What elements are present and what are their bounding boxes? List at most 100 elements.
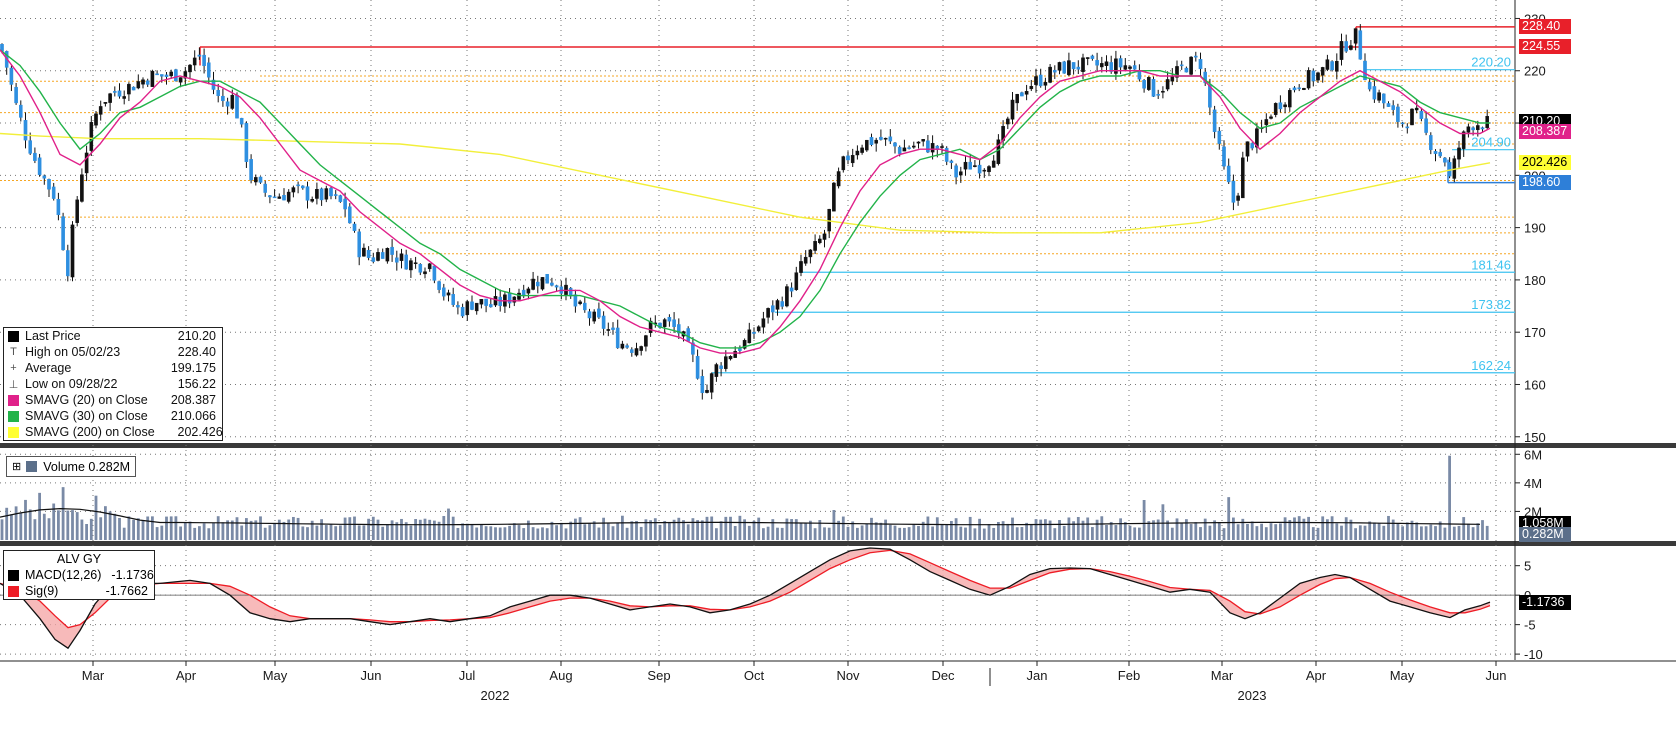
candle-body — [597, 308, 601, 318]
legend-value: 228.40 — [177, 345, 216, 359]
legend-label: Average — [25, 361, 72, 375]
candle-body — [836, 171, 841, 187]
candle-body — [827, 208, 831, 232]
candle-body — [785, 286, 789, 307]
macd-ticker-title: ALV GY — [56, 552, 102, 566]
candle-body — [484, 298, 488, 306]
volume-bar — [583, 524, 587, 540]
candle-body — [855, 150, 860, 156]
volume-average-line — [0, 507, 1481, 526]
x-month-label: Jun — [361, 668, 382, 683]
legend-row: Last Price 210.20 — [4, 328, 222, 344]
legend-symbol-icon: ⊥ — [8, 378, 19, 391]
x-month-label: Dec — [931, 668, 955, 683]
candle-body — [747, 329, 752, 344]
volume-bar — [343, 517, 347, 540]
candle-body — [512, 296, 517, 303]
volume-bar — [1152, 520, 1155, 540]
volume-bar — [38, 492, 41, 540]
volume-bar — [743, 519, 746, 540]
cyan-level-label: 173.82 — [1471, 297, 1511, 312]
volume-bar — [846, 526, 850, 540]
candle-body — [432, 265, 437, 281]
candle-body — [103, 102, 108, 104]
candle-body — [1367, 81, 1372, 90]
candle-body — [465, 301, 470, 316]
volume-bar — [907, 527, 911, 540]
volume-bar — [409, 525, 413, 540]
candle-body — [1283, 104, 1287, 108]
volume-bar — [273, 522, 276, 540]
legend-value: -1.1736 — [111, 568, 154, 582]
candle-body — [973, 165, 977, 167]
macd-legend-row: MACD(12,26) -1.1736 — [4, 567, 154, 583]
candle-body — [1438, 152, 1442, 157]
volume-bar — [277, 519, 281, 540]
candle-body — [1043, 82, 1048, 86]
volume-bar — [874, 522, 878, 540]
candle-body — [249, 159, 253, 181]
candle-body — [442, 287, 446, 297]
expand-icon[interactable]: ⊞ — [12, 461, 22, 473]
volume-bar — [503, 527, 507, 540]
volume-bar — [1213, 520, 1216, 540]
volume-bar — [555, 525, 558, 540]
volume-bar — [235, 517, 239, 540]
candle-body — [456, 304, 460, 308]
candle-body — [1349, 45, 1353, 50]
candle-body — [291, 187, 296, 193]
volume-bar — [24, 499, 27, 540]
legend-symbol-icon: + — [10, 362, 17, 374]
candle-body — [197, 54, 202, 57]
candle-body — [818, 238, 822, 244]
legend-value: -1.7662 — [105, 584, 148, 598]
candle-body — [108, 93, 112, 103]
volume-bar — [104, 506, 107, 540]
volume-bar — [61, 487, 65, 540]
volume-bar — [324, 525, 328, 540]
candle-body — [338, 195, 343, 202]
volume-bar — [733, 526, 737, 540]
volume-bar — [978, 518, 981, 540]
candle-body — [1447, 162, 1452, 177]
volume-bar — [470, 524, 474, 540]
candle-body — [460, 306, 465, 317]
volume-bar — [1232, 517, 1235, 540]
candle-body — [70, 224, 75, 278]
candle-body — [869, 137, 874, 145]
volume-bar — [1410, 520, 1414, 540]
macd-y-tick-label: -10 — [1524, 647, 1543, 662]
candle-body — [897, 146, 902, 154]
volume-bar — [550, 521, 554, 540]
volume-bar — [1429, 524, 1433, 540]
volume-bar — [536, 528, 540, 540]
candle-body — [1189, 56, 1193, 75]
candle-body — [592, 311, 596, 322]
legend-swatch — [8, 394, 19, 406]
candle-body — [944, 147, 949, 162]
volume-bar — [1443, 527, 1447, 540]
candle-body — [526, 288, 531, 294]
cyan-level-label: 204.90 — [1471, 135, 1511, 150]
x-year-label: 2023 — [1238, 688, 1267, 703]
candle-body — [583, 302, 587, 311]
volume-bar — [1405, 522, 1409, 540]
candle-body — [1363, 60, 1367, 81]
volume-bar — [611, 526, 615, 540]
volume-bar — [240, 525, 244, 540]
candle-body — [127, 83, 131, 95]
volume-bar — [917, 525, 920, 540]
volume-bar — [682, 520, 685, 540]
legend-label: Last Price — [25, 329, 81, 343]
candle-body — [1457, 147, 1461, 160]
volume-bar — [362, 525, 366, 540]
candle-body — [136, 81, 141, 89]
candle-body — [253, 177, 258, 183]
volume-bar — [1330, 516, 1334, 540]
candle-body — [756, 326, 761, 332]
volume-bar — [1340, 525, 1343, 540]
volume-bar — [837, 520, 840, 540]
macd-tag: -1.1736 — [1519, 594, 1571, 610]
candle-body — [832, 182, 836, 212]
volume-bar — [649, 520, 652, 540]
